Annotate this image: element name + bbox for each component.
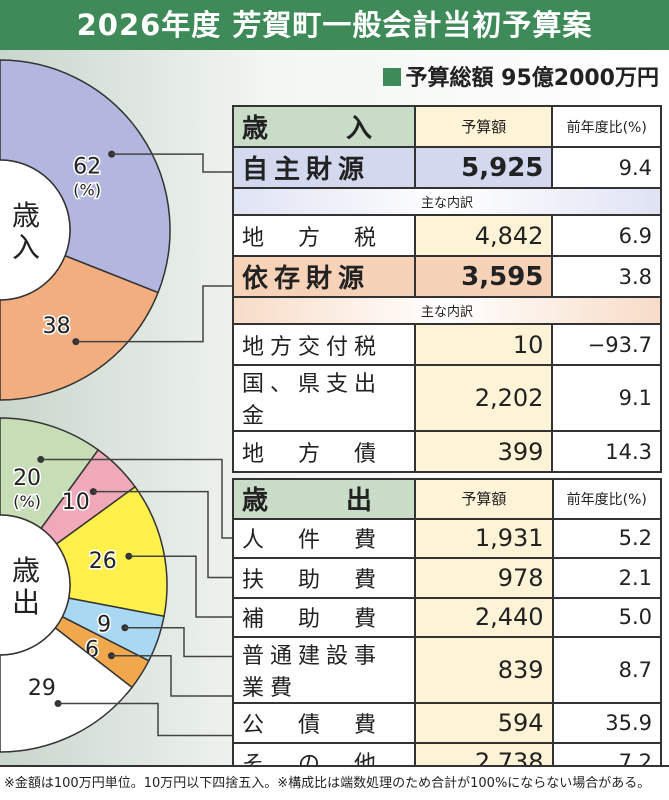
revenue-donut: 62(%) 38 歳入 bbox=[0, 59, 171, 401]
amount-cell: 399 bbox=[414, 430, 554, 473]
breakdown-label: 主な内訳 bbox=[232, 296, 662, 325]
ratio-cell: 14.3 bbox=[551, 430, 662, 473]
slice-value-label: 38 bbox=[43, 314, 71, 339]
slice-value-label: 9 bbox=[97, 612, 111, 637]
amount-cell: 10 bbox=[414, 323, 554, 366]
ratio-cell: 35.9 bbox=[551, 702, 663, 744]
label-cell: 依存財源 bbox=[231, 255, 417, 298]
table-row: 人 件 費 1,931 5.2 bbox=[231, 517, 663, 559]
table-row: 地 方 税 4,842 6.9 bbox=[231, 214, 662, 257]
label-cell: 補 助 費 bbox=[231, 596, 417, 638]
label-cell: 国、県支出金 bbox=[231, 364, 417, 432]
header-cell: 予算額 bbox=[414, 105, 554, 148]
header-cell: 前年度比(%) bbox=[551, 105, 662, 148]
amount-cell: 978 bbox=[414, 557, 554, 599]
breakdown-label-row: 主な内訳 bbox=[232, 187, 662, 216]
slice-value-label: 20 bbox=[13, 466, 41, 491]
slice-value-label: 29 bbox=[28, 676, 56, 701]
donut-title-char: 歳 bbox=[12, 199, 40, 232]
ratio-cell: 2.1 bbox=[551, 557, 663, 599]
ratio-cell: 9.4 bbox=[551, 146, 662, 189]
leader-line bbox=[111, 654, 232, 697]
table-row: 地 方 債 399 14.3 bbox=[231, 430, 662, 473]
table-row: 依存財源 3,595 3.8 bbox=[231, 255, 662, 298]
table-row: 自主財源 5,925 9.4 bbox=[231, 146, 662, 189]
amount-cell: 839 bbox=[414, 636, 554, 704]
ratio-cell: 5.0 bbox=[551, 596, 663, 638]
amount-cell: 594 bbox=[414, 702, 554, 744]
leader-line bbox=[111, 153, 232, 173]
table-row: 地方交付税 10 −93.7 bbox=[231, 323, 662, 366]
unit-label: (%) bbox=[73, 180, 101, 199]
donut-title-char: 歳 bbox=[12, 554, 40, 587]
square-icon bbox=[383, 68, 402, 86]
page-title: 2026年度 芳賀町一般会計当初予算案 bbox=[0, 0, 669, 50]
total-budget: 予算総額 95億2000万円 bbox=[383, 60, 659, 92]
amount-cell: 1,931 bbox=[414, 517, 554, 559]
table-header: 歳 出予算額 前年度比(%) bbox=[231, 478, 663, 520]
table-row: 扶 助 費 978 2.1 bbox=[231, 557, 663, 599]
footnote: ※金額は100万円単位。10万円以下四捨五入。※構成比は端数処理のため合計が10… bbox=[0, 765, 669, 800]
leader-line bbox=[128, 555, 232, 618]
amount-cell: 3,595 bbox=[414, 255, 554, 298]
table-row: 補 助 費 2,440 5.0 bbox=[231, 596, 663, 638]
table-row: 普通建設事業費 839 8.7 bbox=[231, 636, 663, 704]
donut-title-char: 入 bbox=[12, 231, 40, 264]
slice-value-label: 10 bbox=[62, 490, 90, 515]
ratio-cell: 9.1 bbox=[551, 364, 662, 432]
total-budget-text: 予算総額 95億2000万円 bbox=[405, 66, 659, 91]
leader-lines bbox=[37, 150, 232, 737]
label-cell: 普通建設事業費 bbox=[231, 636, 417, 704]
leader-line bbox=[93, 490, 232, 579]
leader-line bbox=[40, 458, 232, 539]
label-cell: 扶 助 費 bbox=[231, 557, 417, 599]
breakdown-label: 主な内訳 bbox=[232, 187, 662, 216]
expenditure-table: 歳 出予算額 前年度比(%) 人 件 費 1,931 5.2 扶 助 費 978 2.1 補 助… bbox=[231, 478, 663, 783]
amount-cell: 2,440 bbox=[414, 596, 554, 638]
slice-value-label: 26 bbox=[89, 549, 117, 574]
table-row: 公 債 費 594 35.9 bbox=[231, 702, 663, 744]
ratio-cell: 3.8 bbox=[551, 255, 662, 298]
header-cell: 歳 出 bbox=[231, 478, 417, 520]
label-cell: 公 債 費 bbox=[231, 702, 417, 744]
leader-line bbox=[124, 627, 232, 658]
amount-cell: 2,202 bbox=[414, 364, 554, 432]
header-cell: 歳 入 bbox=[231, 105, 417, 148]
label-cell: 地 方 債 bbox=[231, 430, 417, 473]
label-cell: 自主財源 bbox=[231, 146, 417, 189]
label-cell: 地 方 税 bbox=[231, 214, 417, 257]
revenue-table: 歳 入予算額 前年度比(%) 自主財源 5,925 9.4 主な内訳地 方 税 4,842 6… bbox=[231, 105, 662, 473]
header-cell: 予算額 bbox=[414, 478, 554, 520]
label-cell: 人 件 費 bbox=[231, 517, 417, 559]
unit-label: (%) bbox=[13, 492, 41, 511]
label-cell: 地方交付税 bbox=[231, 323, 417, 366]
donut-title-char: 出 bbox=[12, 586, 40, 619]
table-header: 歳 入予算額 前年度比(%) bbox=[231, 105, 662, 148]
slice-value-label: 62 bbox=[73, 154, 101, 179]
leader-line bbox=[58, 702, 232, 737]
leader-line bbox=[75, 285, 232, 343]
ratio-cell: 6.9 bbox=[551, 214, 662, 257]
breakdown-label-row: 主な内訳 bbox=[232, 296, 662, 325]
ratio-cell: 5.2 bbox=[551, 517, 663, 559]
ratio-cell: 8.7 bbox=[551, 636, 663, 704]
ratio-cell: −93.7 bbox=[551, 323, 662, 366]
amount-cell: 4,842 bbox=[414, 214, 554, 257]
header-cell: 前年度比(%) bbox=[551, 478, 663, 520]
amount-cell: 5,925 bbox=[414, 146, 554, 189]
table-row: 国、県支出金 2,202 9.1 bbox=[231, 364, 662, 432]
